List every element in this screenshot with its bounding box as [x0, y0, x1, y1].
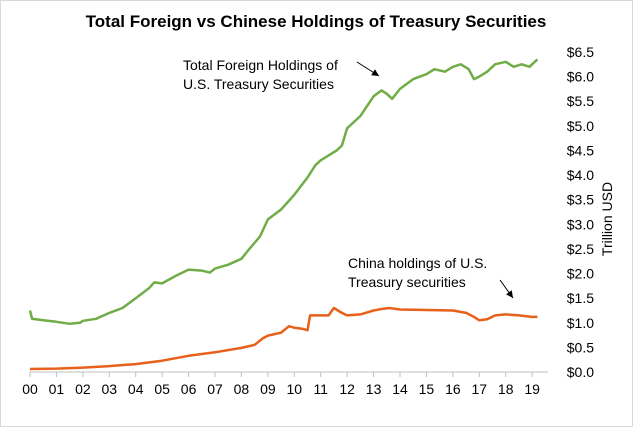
- arrowhead: [371, 69, 379, 76]
- annotation-china-line: China holdings of U.S.: [348, 255, 487, 271]
- annotation-total-line: U.S. Treasury Securities: [183, 76, 334, 92]
- x-tick-label: 19: [524, 381, 540, 397]
- annotation-china-line: Treasury securities: [348, 274, 466, 290]
- x-tick-label: 18: [498, 381, 514, 397]
- x-tick-label: 16: [445, 381, 461, 397]
- y-tick-label: $4.0: [567, 167, 594, 183]
- y-tick-label: $6.5: [567, 44, 594, 60]
- y-tick-label: $2.5: [567, 241, 594, 257]
- x-tick-label: 01: [49, 381, 65, 397]
- axes: 00 01 02 03 04 05 06 07 08 09 10 11 12 13 14 15 16 17 18 19…: [22, 44, 594, 397]
- y-tick-label: $3.5: [567, 192, 594, 208]
- y-tick-label: $5.5: [567, 93, 594, 109]
- y-axis-label: Trillion USD: [599, 182, 615, 256]
- x-tick-label: 00: [22, 381, 38, 397]
- x-tick-label: 04: [128, 381, 144, 397]
- x-tick-label: 12: [339, 381, 355, 397]
- arrowhead: [506, 290, 513, 298]
- y-tick-label: $0.0: [567, 364, 594, 380]
- y-tick-label: $5.0: [567, 118, 594, 134]
- series-line-total: [28, 58, 539, 326]
- x-tick-label: 05: [154, 381, 170, 397]
- chart-title: Total Foreign vs Chinese Holdings of Tre…: [86, 12, 547, 31]
- x-tick-label: 17: [471, 381, 487, 397]
- y-tick-label: $0.5: [567, 339, 594, 355]
- x-tick-label: 14: [392, 381, 408, 397]
- x-tick-label: 11: [313, 381, 328, 397]
- annotations: Total Foreign Holdings of U.S. Treasury S…: [183, 57, 514, 299]
- x-tick-label: 10: [286, 381, 302, 397]
- x-tick-label: 07: [207, 381, 223, 397]
- x-tick-label: 09: [260, 381, 276, 397]
- y-tick-label: $4.5: [567, 142, 594, 158]
- y-tick-label: $6.0: [567, 69, 594, 85]
- x-tick-label: 06: [181, 381, 197, 397]
- y-tick-label: $1.0: [567, 315, 594, 331]
- x-tick-label: 15: [419, 381, 435, 397]
- annotation-total-line: Total Foreign Holdings of: [183, 57, 338, 73]
- x-tick-label: 03: [101, 381, 117, 397]
- x-tick-label: 02: [75, 381, 91, 397]
- y-tick-label: $1.5: [567, 290, 594, 306]
- series-layer: [28, 58, 539, 371]
- y-tick-label: $3.0: [567, 216, 594, 232]
- x-tick-label: 13: [366, 381, 382, 397]
- x-tick-label: 08: [234, 381, 250, 397]
- y-tick-label: $2.0: [567, 266, 594, 282]
- series-line-china: [29, 306, 538, 371]
